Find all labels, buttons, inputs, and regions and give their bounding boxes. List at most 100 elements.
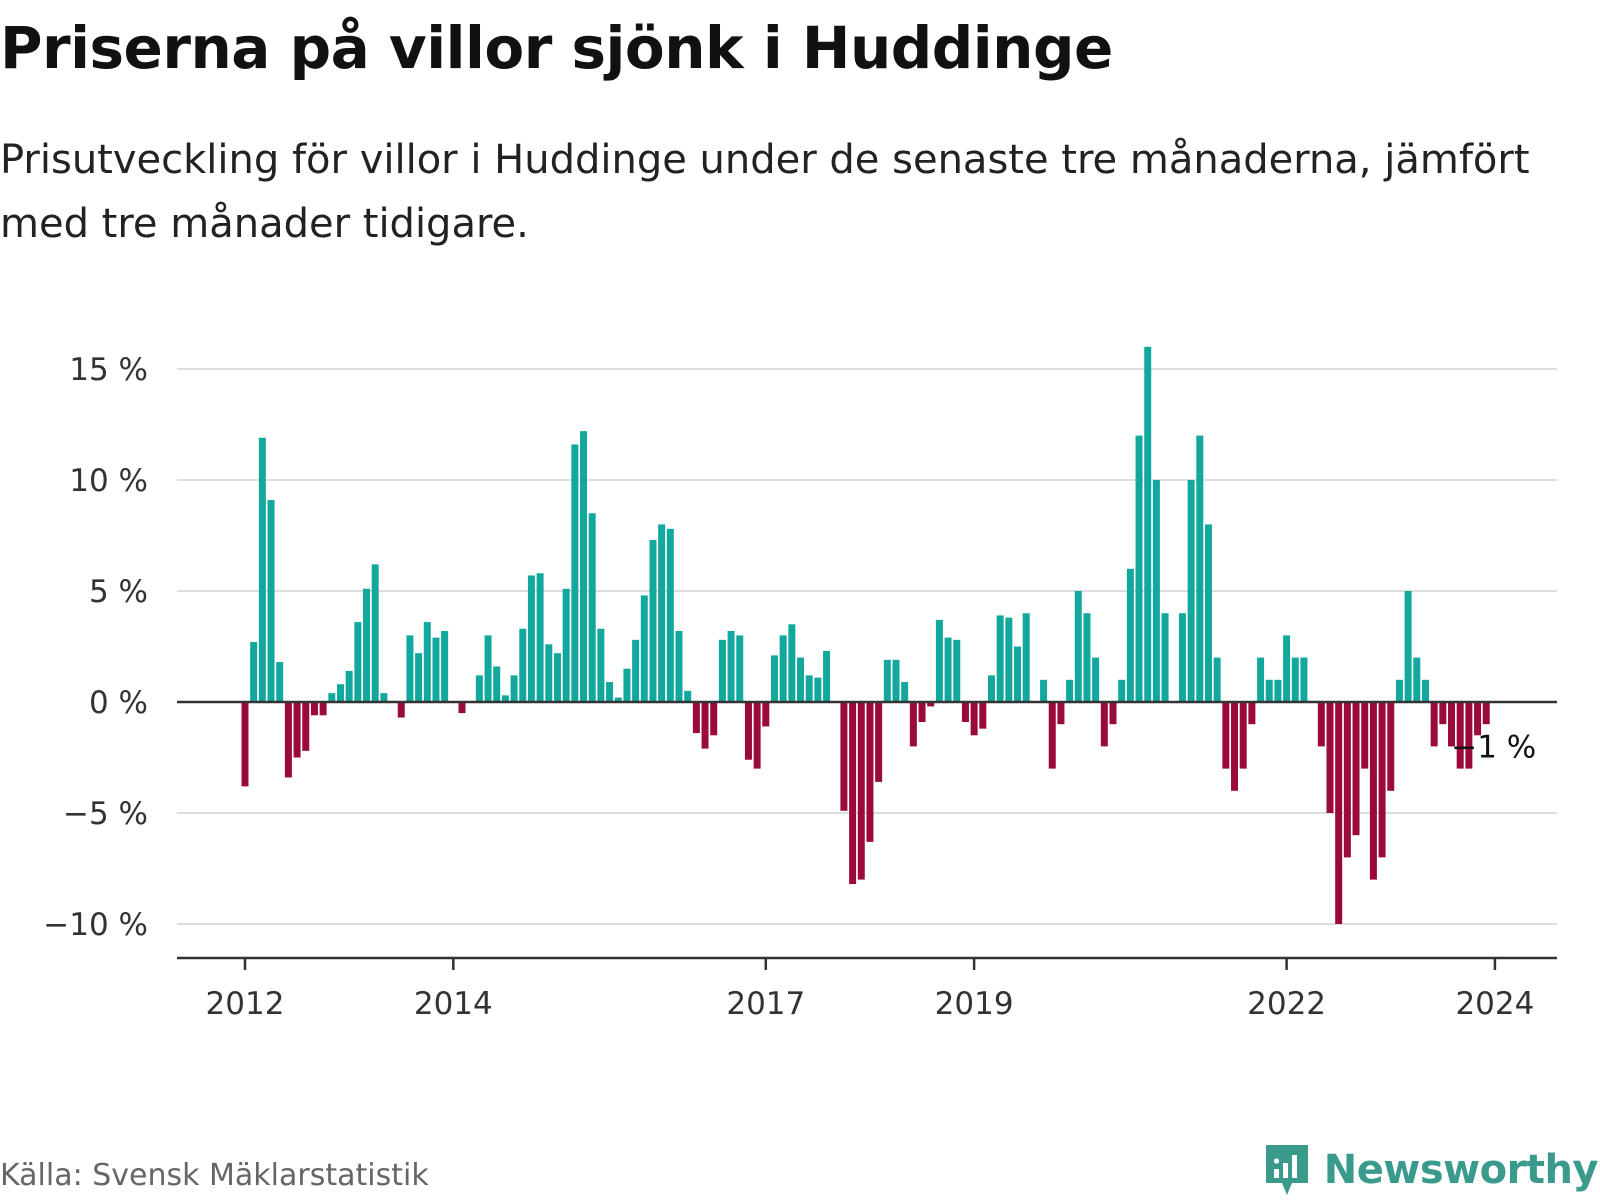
brand-name: Newsworthy [1323,1147,1599,1193]
bar [779,635,787,702]
bar [614,697,622,702]
bar [727,630,735,702]
bar [1178,613,1186,702]
bar [1352,702,1360,836]
last-value-label: −1 % [1451,729,1536,765]
bar [1126,568,1134,702]
bar [944,637,952,702]
bar [354,622,362,702]
bar [987,675,995,702]
bar [562,588,570,702]
bar [336,684,344,702]
y-tick-label: 15 % [69,352,148,388]
bar [1231,702,1239,791]
bar [866,702,874,842]
chart-subtitle: Prisutveckling för villor i Huddinge und… [0,137,1530,247]
bar [1335,702,1343,924]
bar [1369,702,1377,880]
bar [1100,702,1108,747]
bar [1404,591,1412,702]
bar [1187,480,1195,702]
bar [684,690,692,702]
bar [1066,679,1074,702]
bar [857,702,865,880]
bar [588,513,596,702]
y-tick-label: −5 % [63,796,148,832]
bar [1326,702,1334,813]
bar [979,702,987,729]
bar [1265,679,1273,702]
bar [406,635,414,702]
bar [1239,702,1247,769]
bar [397,702,405,718]
bar [1387,702,1395,791]
bar [901,682,909,702]
bar [1465,702,1473,769]
bar [553,653,561,702]
newsworthy-logo-icon [1265,1145,1308,1195]
brand-logo[interactable]: Newsworthy [1262,1140,1599,1200]
bar [1283,635,1291,702]
bar [918,702,926,722]
bar [1222,702,1230,769]
bar [640,595,648,702]
bar [1456,702,1464,769]
bar [284,702,292,778]
bar [1048,702,1056,769]
bar [718,639,726,702]
bar [267,499,275,702]
bars [241,346,1490,924]
bar [432,637,440,702]
y-axis-labels: 15 % 10 % 5 % 0 % −5 % −10 % [43,352,148,943]
bar [1074,591,1082,702]
bar [753,702,761,769]
x-tick-label: 2019 [935,986,1014,1022]
bar [770,655,778,702]
bar [510,675,518,702]
bar [1413,657,1421,702]
annotations: −1 % [1451,729,1536,765]
bar [1109,702,1117,725]
bar [1083,613,1091,702]
bar [632,639,640,702]
bar [380,693,388,702]
bar [1161,613,1169,702]
bar [996,615,1004,702]
bar [1248,702,1256,725]
bar [1343,702,1351,858]
bar [1014,646,1022,702]
bar [736,635,744,702]
bar [1378,702,1386,858]
y-tick-label: −10 % [43,907,148,943]
bar [797,657,805,702]
bar [814,677,822,702]
bar [883,659,891,702]
bar [319,702,327,716]
bar [1204,524,1212,702]
bar [415,653,423,702]
bar [840,702,848,811]
bar [1448,702,1456,747]
bar [701,702,709,749]
bar [276,662,284,702]
bar [423,622,431,702]
bar [875,702,883,782]
bar [458,702,466,714]
bar [1291,657,1299,702]
x-tick-label: 2012 [206,986,285,1022]
bar [1022,613,1030,702]
bar [1005,617,1013,702]
bar [1257,657,1265,702]
bar [823,650,831,702]
bar [1474,702,1482,736]
y-tick-label: 5 % [89,574,148,610]
y-tick-label: 10 % [69,463,148,499]
bar [258,437,266,702]
bar [692,702,700,734]
bar [1144,346,1152,702]
bar [371,564,379,702]
bar [1274,679,1282,702]
bar [1421,679,1429,702]
bar [345,670,353,702]
bar [710,702,718,736]
